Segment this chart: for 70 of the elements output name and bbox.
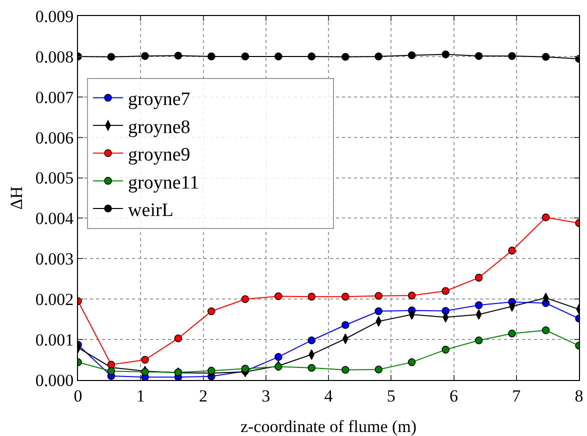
point [207,366,216,375]
point [542,326,550,334]
x-tick-label: 3 [262,386,270,406]
point [141,52,149,60]
legend-label: groyne11 [128,172,200,194]
x-tick-label: 7 [512,386,522,406]
x-tick-label: 6 [450,386,458,406]
y-tick-label: 0.001 [35,330,74,350]
point [241,52,250,60]
point [374,52,382,60]
point [442,346,450,354]
point [442,287,450,295]
y-tick-label: 0.008 [35,47,74,66]
point [474,274,483,282]
point [308,52,316,60]
point [342,321,350,329]
point [274,353,282,361]
point [508,330,516,338]
point [107,52,116,61]
point [442,50,450,58]
point [408,51,416,60]
point [241,295,250,304]
y-tick-label: 0.000 [35,370,74,390]
point [474,301,483,310]
point [342,292,350,301]
point [542,52,550,61]
legend-label: groyne8 [128,116,190,138]
x-tick-label: 2 [199,386,208,406]
point [408,292,416,300]
x-tick-label: 4 [324,386,334,406]
point [542,214,550,222]
y-tick-label: 0.007 [35,88,74,107]
y-tick-label: 0.004 [35,209,74,228]
point [474,52,483,60]
point [342,366,350,374]
point [342,52,350,61]
y-tick-label: 0.003 [35,250,74,269]
point [508,246,516,254]
y-axis-title: ΔH [6,186,26,210]
legend-label: weirL [128,200,174,221]
point [241,364,250,373]
point [374,366,382,374]
legend-label: groyne9 [128,144,190,166]
point [374,292,382,300]
point [274,292,282,300]
point [274,52,282,60]
y-tick-label: 0.009 [35,6,74,26]
x-tick-label: 5 [386,386,396,406]
point [107,367,116,375]
y-tick-label: 0.002 [35,290,74,310]
point [408,358,416,366]
x-tick-label: 0 [74,386,82,406]
x-tick-label: 8 [574,386,584,406]
x-axis-title: z-coordinate of flume (m) [240,417,417,436]
point [308,336,316,344]
point [308,364,316,372]
point [308,292,316,301]
point [141,368,149,376]
point [474,336,483,344]
point [374,307,382,316]
point [508,52,516,60]
point [207,52,216,60]
y-tick-label: 0.005 [35,168,74,188]
point [141,356,149,364]
y-tick-label: 0.006 [35,128,74,148]
point [174,52,182,60]
point [207,307,216,316]
x-tick-label: 1 [136,386,145,406]
legend-label: groyne7 [128,89,190,110]
point [174,334,182,342]
